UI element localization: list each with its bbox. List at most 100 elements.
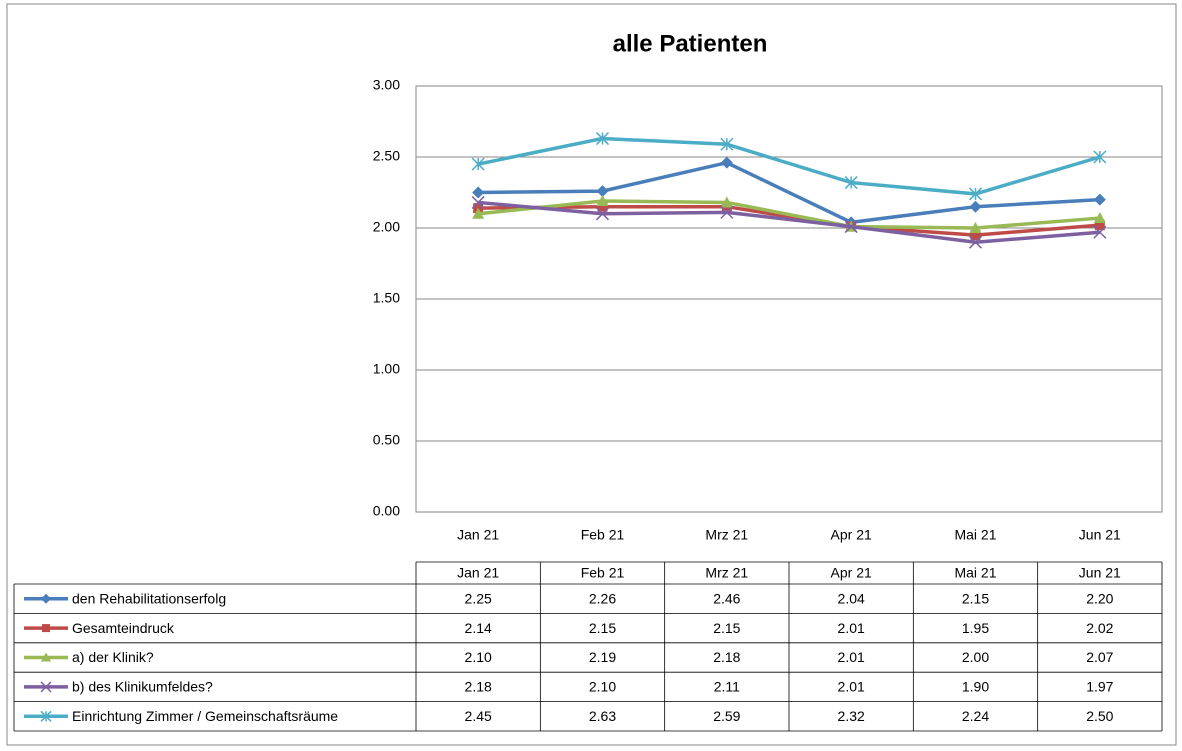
marker-stroke [40, 681, 52, 693]
marker-stroke [595, 207, 610, 221]
x-tick-label: Mai 21 [954, 527, 996, 543]
marker [720, 196, 733, 208]
marker [595, 132, 610, 146]
marker [969, 222, 982, 233]
table-cell: 2.50 [1086, 708, 1113, 724]
marker-stroke [968, 235, 983, 249]
table-header: Jun 21 [1079, 565, 1121, 581]
y-tick-label: 2.00 [373, 219, 400, 235]
marker-stroke [844, 220, 858, 234]
table-cell: 2.20 [1086, 590, 1113, 606]
table-cell: 2.18 [713, 649, 740, 665]
marker [472, 207, 485, 219]
marker [1094, 220, 1105, 231]
marker [471, 195, 485, 209]
marker [720, 205, 734, 219]
table-cell: 2.26 [589, 590, 616, 606]
marker [1093, 193, 1106, 206]
marker [595, 207, 610, 221]
marker-stroke [1093, 225, 1107, 239]
table-header: Jan 21 [457, 565, 499, 581]
marker [720, 137, 734, 151]
x-tick-label: Jun 21 [1079, 527, 1121, 543]
series-line [477, 199, 1100, 230]
table-cell: 2.07 [1086, 649, 1113, 665]
legend-label: den Rehabilitationserfolg [72, 590, 226, 606]
x-tick-label: Feb 21 [581, 527, 625, 543]
y-tick-label: 2.50 [373, 148, 400, 164]
x-tick-label: Jan 21 [457, 527, 499, 543]
marker [968, 235, 983, 249]
table-cell: 2.45 [465, 708, 492, 724]
table-cell: 1.90 [962, 679, 989, 695]
legend-marker [41, 593, 51, 604]
marker [596, 185, 609, 198]
marker [969, 200, 982, 213]
table-cell: 2.15 [589, 620, 616, 636]
series-line [478, 160, 1100, 225]
marker [42, 624, 50, 633]
table-cell: 2.46 [713, 590, 740, 606]
marker [720, 156, 733, 169]
table-cell: 2.18 [465, 679, 492, 695]
table-cell: 2.25 [465, 590, 492, 606]
legend-label: a) der Klinik? [72, 649, 154, 665]
table-cell: 2.11 [714, 679, 740, 695]
series-line [477, 136, 1101, 196]
marker [596, 195, 609, 207]
legend-marker [40, 681, 52, 693]
series-line [478, 200, 1100, 244]
table-cell: 2.04 [838, 590, 865, 606]
marker [40, 710, 52, 722]
chart-border [6, 3, 1177, 746]
marker [597, 201, 608, 212]
marker-stroke [471, 195, 485, 209]
legend-marker [40, 710, 52, 722]
table-header: Apr 21 [831, 565, 872, 581]
table-cell: 2.19 [589, 649, 616, 665]
y-tick-label: 0.00 [373, 503, 400, 519]
marker [968, 187, 983, 201]
x-tick-label: Apr 21 [831, 527, 872, 543]
table-cell: 2.32 [838, 708, 865, 724]
table-cell: 2.01 [838, 649, 865, 665]
table-cell: 2.24 [962, 708, 989, 724]
table-cell: 2.59 [713, 708, 740, 724]
y-tick-label: 1.50 [373, 290, 400, 306]
y-tick-label: 3.00 [373, 77, 400, 93]
marker [1093, 150, 1107, 164]
marker-stroke [720, 205, 734, 219]
table-cell: 2.15 [962, 590, 989, 606]
marker [472, 186, 485, 199]
table-cell: 2.10 [589, 679, 616, 695]
table-cell: 1.97 [1086, 679, 1113, 695]
y-tick-label: 1.00 [373, 361, 400, 377]
legend-label: Einrichtung Zimmer / Gemeinschaftsräume [72, 708, 338, 724]
legend-marker [41, 652, 51, 662]
marker [970, 230, 981, 241]
table-cell: 2.63 [589, 708, 616, 724]
table-cell: 2.02 [1086, 620, 1113, 636]
marker [471, 157, 485, 171]
table-cell: 2.15 [713, 620, 740, 636]
chart-title: alle Patienten [613, 30, 768, 57]
table-cell: 2.14 [465, 620, 492, 636]
table-cell: 1.95 [962, 620, 989, 636]
table-cell: 2.01 [838, 620, 865, 636]
legend-marker [42, 624, 50, 633]
table-cell: 2.01 [838, 679, 865, 695]
marker [41, 652, 51, 662]
legend-label: Gesamteindruck [72, 620, 175, 636]
marker [41, 593, 51, 604]
table-header: Mrz 21 [705, 565, 748, 581]
table-cell: 2.00 [962, 649, 989, 665]
table-header: Feb 21 [581, 565, 625, 581]
x-tick-label: Mrz 21 [705, 527, 748, 543]
marker [844, 220, 858, 234]
marker [844, 176, 858, 190]
table-header: Mai 21 [954, 565, 996, 581]
legend-label: b) des Klinikumfeldes? [72, 679, 213, 695]
table-cell: 2.10 [465, 649, 492, 665]
marker [1093, 225, 1107, 239]
